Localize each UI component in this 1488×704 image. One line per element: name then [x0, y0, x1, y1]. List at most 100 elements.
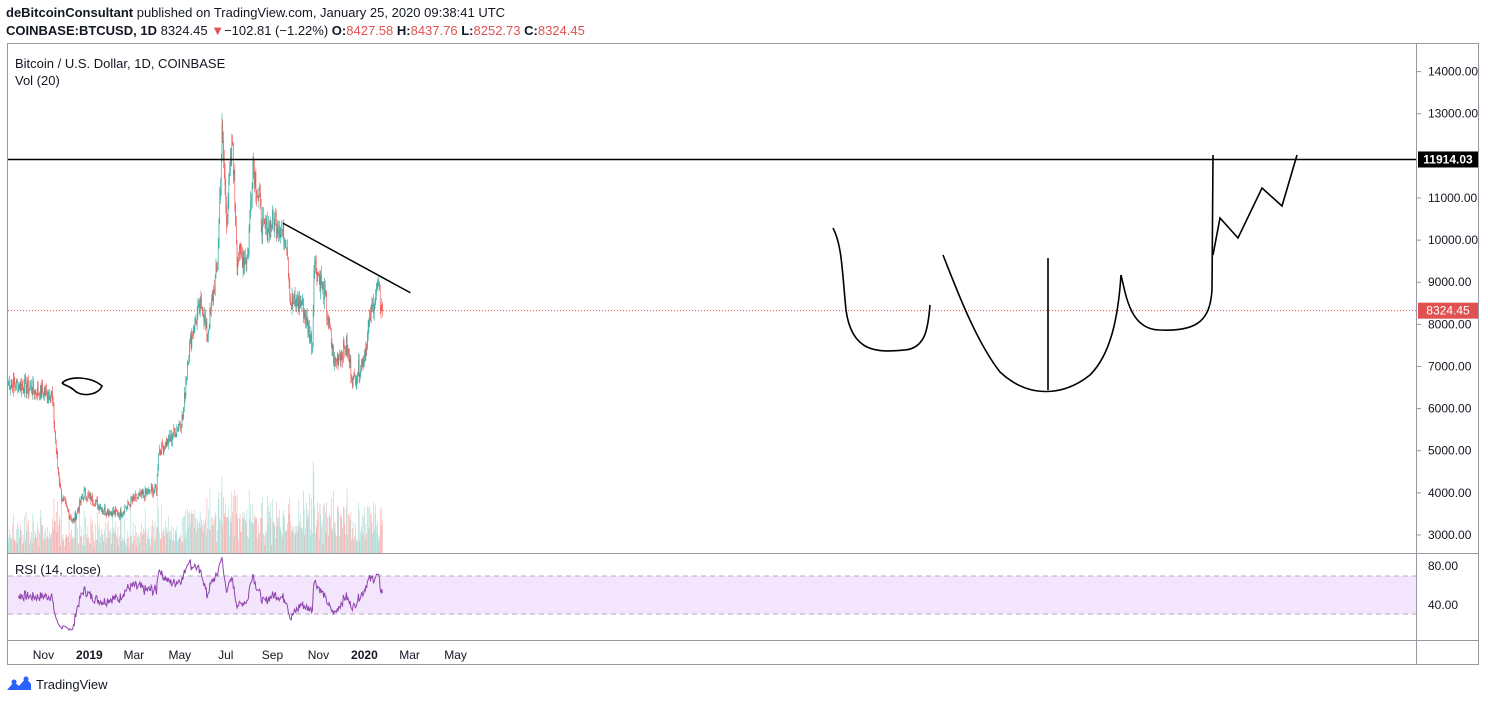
candle-body [226, 215, 228, 226]
volume-bar [274, 525, 276, 553]
candle-body [347, 349, 349, 355]
volume-bar [381, 506, 383, 553]
candle-body [58, 474, 60, 482]
candle-body [159, 449, 161, 452]
volume-bar [65, 534, 67, 553]
candle-body [227, 200, 229, 216]
candle-body [153, 491, 154, 495]
candle-body [262, 217, 263, 235]
volume-bar [307, 510, 309, 553]
candle-body [168, 435, 169, 445]
volume-bar [86, 534, 87, 553]
volume-bar [153, 526, 154, 553]
volume-bar [22, 544, 23, 553]
candle-body [196, 314, 198, 325]
candle-body [35, 389, 37, 394]
candle-body [34, 390, 35, 395]
candle-body [298, 297, 300, 309]
candle-body [322, 281, 324, 283]
candle-body [143, 491, 144, 496]
volume-bar [278, 509, 280, 553]
candle-body [77, 509, 79, 510]
volume-bar [364, 539, 366, 553]
volume-bar [86, 537, 88, 553]
volume-bar [376, 522, 378, 553]
volume-bar [174, 541, 175, 553]
volume-bar [168, 530, 170, 553]
candle-body [24, 378, 25, 394]
volume-bar [208, 509, 209, 553]
candle-body [142, 491, 144, 494]
volume-bar [309, 493, 310, 553]
volume-bar [50, 534, 52, 553]
candle-body [332, 346, 334, 350]
volume-bar [308, 515, 309, 553]
volume-bar [153, 541, 155, 553]
volume-bar [315, 526, 317, 553]
candlestick-series [8, 113, 383, 525]
publish-info: deBitcoinConsultant published on Trading… [6, 5, 505, 20]
candle-body [239, 245, 240, 261]
volume-bar [112, 515, 114, 553]
candle-body [336, 358, 337, 362]
candle-body [181, 426, 182, 429]
candle-body [218, 220, 220, 248]
volume-bar [9, 529, 10, 553]
candle-body [46, 388, 47, 391]
volume-bar [351, 539, 352, 553]
candle-body [190, 336, 192, 349]
candle-body [100, 507, 101, 509]
volume-bar [206, 498, 208, 553]
volume-bars [8, 461, 383, 553]
candle-body [328, 318, 330, 324]
volume-bar [334, 521, 336, 553]
volume-bar [121, 541, 123, 553]
x-tick-label: 2020 [351, 648, 378, 662]
volume-bar [177, 541, 178, 553]
candle-body [355, 382, 357, 385]
candle-body [126, 505, 128, 509]
volume-bar [356, 537, 358, 553]
rsi-tick-label: 40.00 [1428, 598, 1458, 612]
candle-body [169, 438, 171, 441]
tradingview-footer[interactable]: TradingView [6, 676, 108, 692]
volume-bar [117, 526, 119, 553]
volume-bar [38, 546, 40, 553]
candle-body [247, 255, 248, 257]
candle-body [31, 385, 32, 393]
open-label: O: [331, 23, 347, 38]
candle-body [278, 229, 279, 234]
candle-body [306, 315, 308, 321]
author-name[interactable]: deBitcoinConsultant [6, 5, 134, 20]
candle-body [243, 257, 245, 266]
volume-bar [118, 545, 120, 553]
volume-bar [12, 524, 13, 553]
candle-body [198, 303, 199, 307]
volume-bar [239, 517, 240, 553]
candle-body [85, 489, 86, 497]
candle-body [290, 299, 291, 306]
volume-bar [110, 528, 111, 553]
volume-bar [223, 513, 225, 553]
volume-bar [33, 522, 34, 553]
candle-body [181, 414, 183, 427]
candle-body [376, 284, 377, 294]
candle-body [150, 487, 152, 492]
candle-body [281, 228, 282, 230]
volume-bar [146, 543, 147, 553]
candle-body [78, 509, 80, 511]
volume-bar [272, 499, 273, 553]
candle-body [117, 512, 119, 516]
volume-bar [291, 524, 293, 553]
candle-body [252, 160, 254, 189]
volume-bar [340, 513, 341, 553]
candle-body [374, 300, 376, 308]
volume-bar [51, 533, 52, 553]
candle-body [144, 495, 145, 499]
volume-bar [8, 545, 9, 553]
volume-bar [116, 538, 118, 553]
candle-body [54, 423, 55, 432]
volume-bar [131, 536, 132, 553]
volume-bar [344, 523, 346, 553]
